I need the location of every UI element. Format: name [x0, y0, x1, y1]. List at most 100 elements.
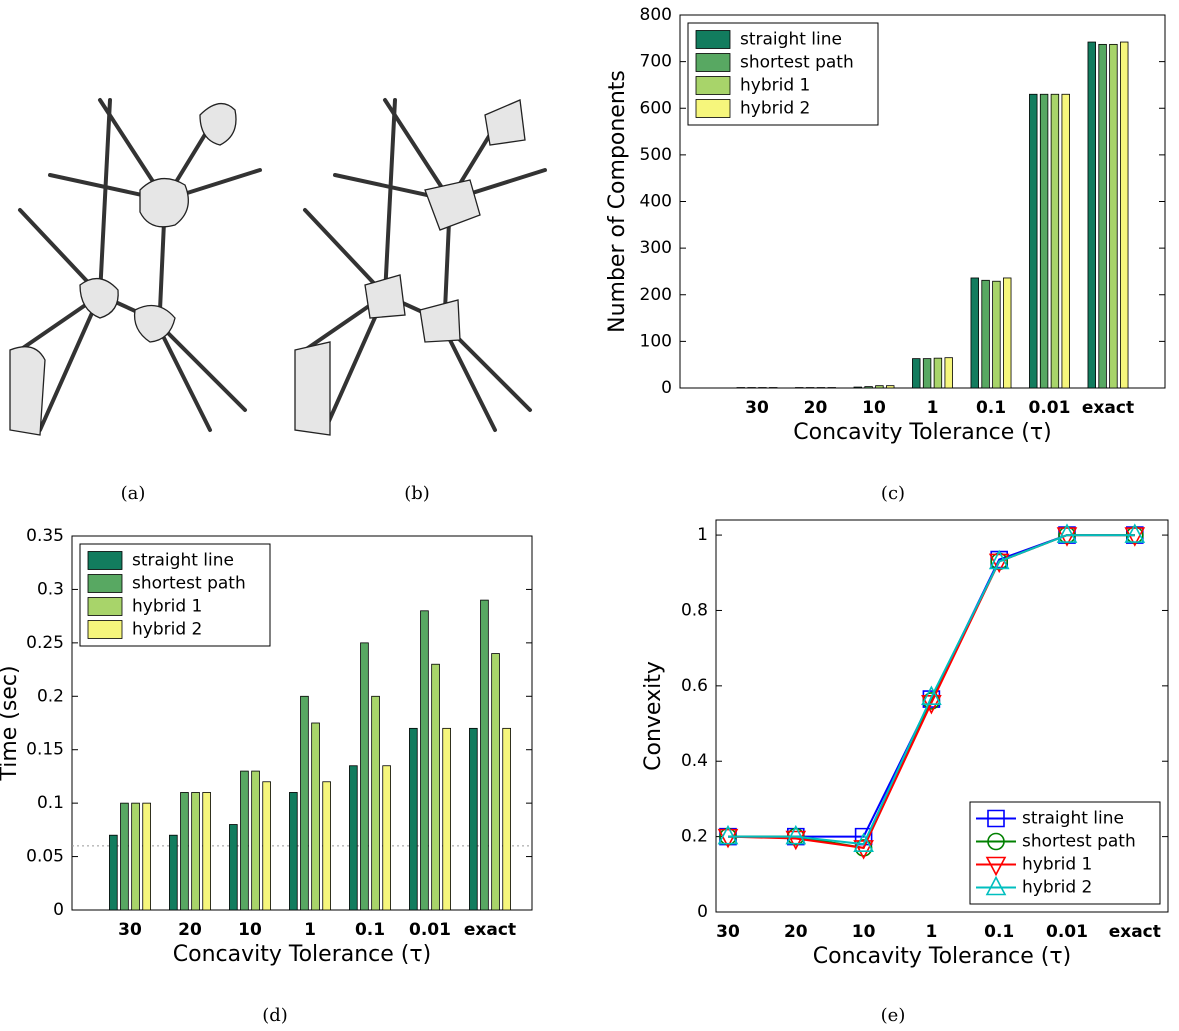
bar — [301, 696, 309, 910]
legend-label: hybrid 2 — [740, 99, 810, 119]
x-axis-label: Concavity Tolerance (τ) — [813, 944, 1071, 969]
bar — [109, 835, 117, 910]
bar — [886, 386, 894, 388]
bar — [1120, 42, 1128, 388]
x-tick-label: 30 — [118, 920, 142, 940]
y-tick-label: 0.15 — [26, 740, 64, 760]
bar — [1088, 42, 1096, 388]
x-tick-label: exact — [1109, 922, 1161, 942]
y-tick-label: 700 — [640, 52, 672, 72]
bar — [876, 386, 884, 388]
y-tick-label: 0.1 — [37, 793, 64, 813]
x-tick-label: 0.1 — [976, 398, 1006, 418]
bar — [865, 387, 873, 388]
y-tick-label: 0.35 — [26, 526, 64, 546]
bar — [312, 723, 320, 910]
legend-swatch — [88, 575, 122, 593]
y-tick-label: 0.6 — [681, 676, 708, 696]
bar — [1029, 94, 1037, 388]
x-tick-label: 0.1 — [984, 922, 1014, 942]
x-tick-label: 20 — [178, 920, 202, 940]
y-tick-label: 0.8 — [681, 600, 708, 620]
bar — [143, 803, 151, 910]
bar — [349, 766, 357, 910]
neuron-image-b — [295, 100, 545, 435]
x-tick-label: 0.1 — [355, 920, 385, 940]
caption: (e) — [881, 1005, 906, 1026]
bar — [1110, 44, 1118, 388]
y-tick-label: 0.4 — [681, 751, 708, 771]
bar — [192, 792, 200, 910]
x-tick-label: 10 — [852, 922, 876, 942]
y-tick-label: 800 — [640, 5, 672, 25]
legend-swatch — [88, 598, 122, 616]
y-tick-label: 500 — [640, 145, 672, 165]
legend-label: shortest path — [740, 53, 854, 73]
y-tick-label: 0 — [661, 378, 672, 398]
x-axis-label: Concavity Tolerance (τ) — [793, 420, 1051, 445]
caption: (a) — [121, 483, 146, 504]
bar — [1051, 94, 1059, 388]
y-axis-label: Convexity — [641, 661, 666, 771]
bar — [503, 728, 511, 910]
bar — [323, 782, 331, 910]
bar — [492, 654, 500, 910]
y-tick-label: 100 — [640, 331, 672, 351]
bar — [289, 792, 297, 910]
y-tick-label: 400 — [640, 192, 672, 212]
x-tick-label: 10 — [238, 920, 262, 940]
x-tick-label: 1 — [927, 398, 939, 418]
y-tick-label: 0 — [697, 902, 708, 922]
legend-swatch — [88, 621, 122, 639]
bar — [169, 835, 177, 910]
y-axis-label: Number of Components — [605, 70, 630, 333]
bar — [203, 792, 211, 910]
bar — [1040, 94, 1048, 388]
x-tick-label: 0.01 — [1046, 922, 1088, 942]
y-axis-label: Time (sec) — [0, 665, 22, 781]
bar — [443, 728, 451, 910]
y-tick-label: 0.25 — [26, 633, 64, 653]
legend-label: straight line — [740, 30, 842, 50]
caption: (b) — [404, 483, 430, 504]
legend-swatch — [88, 552, 122, 570]
bar — [252, 771, 260, 910]
bar — [971, 278, 979, 388]
legend-swatch — [696, 77, 730, 95]
bar — [432, 664, 440, 910]
x-tick-label: 0.01 — [1029, 398, 1071, 418]
bar — [945, 358, 953, 388]
caption: (d) — [262, 1005, 288, 1026]
legend-label: hybrid 2 — [1022, 878, 1092, 898]
bar — [241, 771, 249, 910]
bar — [469, 728, 477, 910]
bar — [1099, 44, 1107, 388]
y-tick-label: 1 — [697, 525, 708, 545]
y-tick-label: 0.2 — [681, 827, 708, 847]
bar — [121, 803, 129, 910]
legend-label: hybrid 1 — [132, 597, 202, 617]
x-tick-label: 30 — [745, 398, 769, 418]
y-tick-label: 600 — [640, 98, 672, 118]
bar — [934, 358, 942, 388]
bar — [409, 728, 417, 910]
legend-label: straight line — [132, 551, 234, 571]
x-tick-label: 30 — [716, 922, 740, 942]
y-tick-label: 0.05 — [26, 847, 64, 867]
x-tick-label: 1 — [925, 922, 937, 942]
bar — [229, 825, 237, 910]
y-tick-label: 0 — [53, 900, 64, 920]
x-tick-label: 20 — [784, 922, 808, 942]
x-tick-label: 10 — [862, 398, 886, 418]
bar — [132, 803, 140, 910]
legend-label: hybrid 1 — [740, 76, 810, 96]
bar — [923, 359, 931, 388]
y-tick-label: 0.3 — [37, 579, 64, 599]
x-tick-label: 0.01 — [409, 920, 451, 940]
bar — [481, 600, 489, 910]
neuron-image-a — [10, 100, 260, 435]
legend-label: shortest path — [132, 574, 246, 594]
bar — [1062, 94, 1070, 388]
bar — [993, 281, 1001, 388]
legend-swatch — [696, 31, 730, 49]
